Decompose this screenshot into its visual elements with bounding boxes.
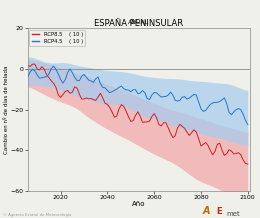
- Title: ESPAÑA PENINSULAR: ESPAÑA PENINSULAR: [94, 19, 184, 28]
- Text: met: met: [226, 211, 240, 217]
- X-axis label: Año: Año: [132, 201, 146, 207]
- Text: © Agencia Estatal de Meteorología: © Agencia Estatal de Meteorología: [3, 213, 71, 217]
- Text: ANUAL: ANUAL: [128, 20, 150, 25]
- Y-axis label: Cambio en nº de días de helada: Cambio en nº de días de helada: [4, 65, 9, 154]
- Text: A: A: [203, 206, 210, 216]
- Legend: RCP8.5    ( 10 ), RCP4.5    ( 10 ): RCP8.5 ( 10 ), RCP4.5 ( 10 ): [29, 30, 85, 46]
- Text: E: E: [216, 207, 222, 216]
